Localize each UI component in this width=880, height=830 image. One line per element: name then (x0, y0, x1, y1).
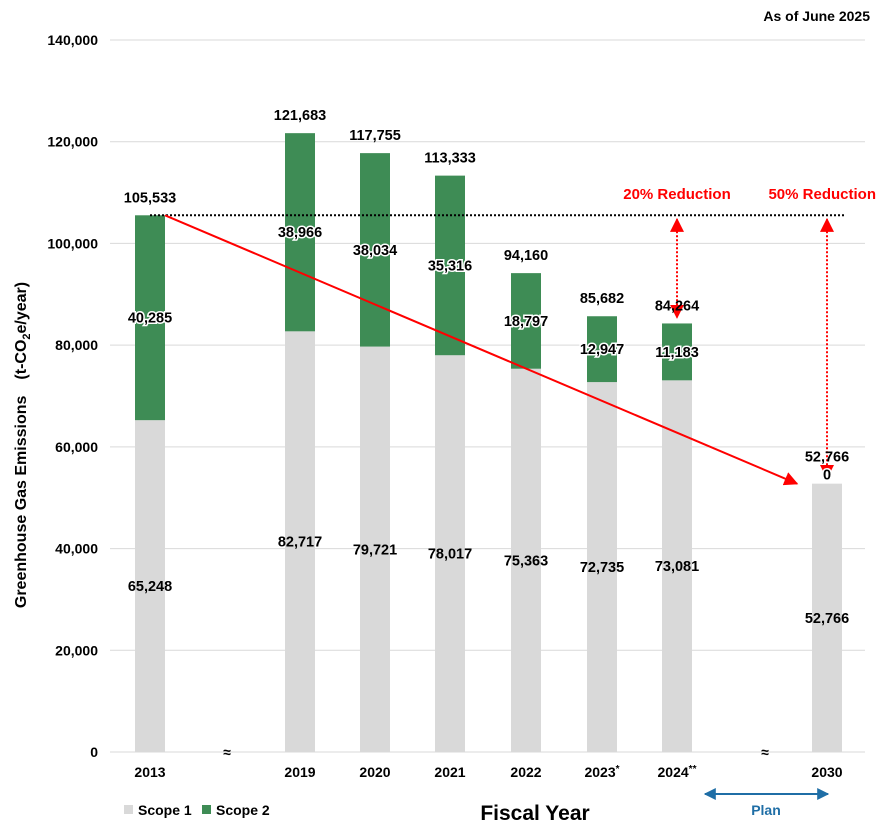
y-tick-label: 0 (90, 744, 98, 760)
legend-swatch-scope2 (202, 805, 211, 814)
label-scope1-2024: 73,081 (655, 559, 699, 575)
bar-scope2-2020 (360, 153, 390, 347)
legend: Scope 1 Scope 2 (124, 802, 270, 818)
bar-scope2-2022 (511, 273, 541, 369)
label-total-2013: 105,533 (124, 190, 176, 206)
plan-range: Plan (703, 788, 830, 818)
x-tick-label: 2020 (359, 764, 390, 780)
legend-label-scope2: Scope 2 (216, 802, 270, 818)
gridlines (110, 39, 865, 753)
bar-scope1-2030 (812, 483, 842, 752)
bar-scope1-2023 (587, 382, 617, 752)
reduction-label: 20% Reduction (623, 186, 731, 203)
label-scope1-2013: 65,248 (128, 579, 172, 595)
plan-label: Plan (751, 802, 781, 818)
bar-scope2-2023 (587, 316, 617, 383)
label-scope2-2030: 0 (823, 468, 831, 484)
x-axis-ticks: 2013 2019 2020 2021 2022 2023* 2024** 2030 ≈ ≈ (134, 744, 842, 780)
x-axis-title: Fiscal Year (480, 802, 589, 825)
label-total-2024: 84,264 (655, 298, 699, 314)
label-total-2020: 117,755 (349, 128, 401, 144)
bar-scope2-2024 (662, 323, 692, 381)
y-tick-label: 140,000 (47, 32, 98, 48)
label-scope1-2030: 52,766 (805, 611, 849, 627)
x-tick-label: 2013 (134, 764, 165, 780)
label-scope2-2022: 18,797 (504, 314, 548, 330)
x-tick-label: 2023* (584, 764, 619, 780)
bar-scope2-2019 (285, 133, 315, 332)
x-tick-label: 2024** (658, 764, 697, 780)
label-scope2-2024: 11,183 (655, 345, 699, 361)
x-tick-label: 2022 (510, 764, 541, 780)
label-total-2021: 113,333 (424, 151, 476, 167)
label-scope1-2019: 82,717 (278, 535, 322, 551)
y-tick-label: 80,000 (55, 337, 98, 353)
axis-break-icon: ≈ (223, 744, 231, 760)
bar-scope1-2020 (360, 346, 390, 752)
label-scope2-2019: 38,966 (278, 225, 322, 241)
label-total-2023: 85,682 (580, 291, 624, 307)
label-total-2030: 52,766 (805, 450, 849, 466)
label-scope2-2013: 40,285 (128, 311, 172, 327)
legend-swatch-scope1 (124, 805, 133, 814)
x-tick-label: 2030 (811, 764, 842, 780)
overlays: 20% Reduction 50% Reduction (150, 186, 876, 486)
label-scope1-2020: 79,721 (353, 542, 397, 558)
y-tick-label: 120,000 (47, 134, 98, 150)
y-tick-label: 100,000 (47, 235, 98, 251)
bar-scope2-2021 (435, 175, 465, 356)
y-tick-label: 60,000 (55, 439, 98, 455)
x-tick-label: 2021 (434, 764, 465, 780)
bar-scope1-2013 (135, 420, 165, 752)
bar-scope1-2021 (435, 355, 465, 752)
label-total-2019: 121,683 (274, 108, 326, 124)
y-axis-ticks: 0 20,000 40,000 60,000 80,000 100,000 120,000 1… (47, 32, 98, 760)
label-scope2-2023: 12,947 (580, 342, 624, 358)
label-scope1-2022: 75,363 (504, 553, 548, 569)
label-scope1-2021: 78,017 (428, 547, 472, 563)
y-tick-label: 20,000 (55, 642, 98, 658)
as-of-note: As of June 2025 (763, 8, 870, 24)
y-axis-title: Greenhouse Gas Emissions (t-CO2e/year) (13, 282, 33, 608)
label-scope1-2023: 72,735 (580, 560, 624, 576)
trend-arrow (164, 214, 799, 486)
label-scope2-2020: 38,034 (353, 243, 397, 259)
label-total-2022: 94,160 (504, 248, 548, 264)
x-tick-label: 2019 (284, 764, 315, 780)
bar-scope1-2022 (511, 368, 541, 752)
reduction-label: 50% Reduction (768, 186, 876, 203)
legend-label-scope1: Scope 1 (138, 802, 192, 818)
bar-scope1-2019 (285, 331, 315, 752)
data-labels: 65,248 40,285 105,533 82,717 38,966 121,683 79… (124, 108, 849, 627)
label-scope2-2021: 35,316 (428, 258, 472, 274)
axis-break-icon: ≈ (761, 744, 769, 760)
bar-scope1-2024 (662, 380, 692, 752)
bar-scope2-2013 (135, 215, 165, 421)
bars (135, 133, 842, 752)
y-tick-label: 40,000 (55, 541, 98, 557)
